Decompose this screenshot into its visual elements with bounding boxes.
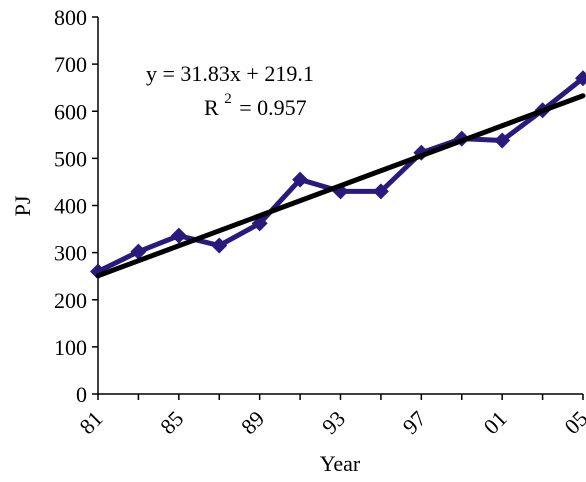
data-point-marker [494, 132, 511, 149]
x-axis: 81 85 89 93 97 01 05 [74, 393, 586, 439]
x-tick-label: 05 [559, 406, 586, 439]
x-tick-label: 85 [155, 406, 188, 439]
y-tick-label: 700 [54, 52, 87, 77]
r-squared-label: R 2 = 0.957 [204, 83, 307, 120]
y-tick-label: 100 [54, 335, 87, 360]
r-squared-value: = 0.957 [239, 95, 306, 120]
y-tick-label: 500 [54, 146, 87, 171]
y-tick-label: 400 [54, 194, 87, 219]
trend-equation-annotation: y = 31.83x + 219.1 R 2 = 0.957 [146, 61, 314, 120]
x-tick-label: 01 [478, 406, 511, 439]
data-point-marker [130, 243, 147, 260]
r-squared-exponent: 2 [224, 91, 232, 107]
data-point-marker [170, 227, 187, 244]
y-axis-title: PJ [10, 195, 35, 216]
trend-line [95, 93, 586, 279]
x-tick-label: 93 [317, 406, 350, 439]
data-point-marker [292, 171, 309, 188]
r-squared-symbol: R [204, 95, 219, 120]
x-axis-title: Year [320, 451, 361, 476]
data-point-marker [575, 70, 586, 87]
y-tick-label: 0 [76, 382, 87, 407]
x-tick-label: 97 [398, 406, 431, 439]
plot-area [90, 70, 586, 280]
data-point-marker [372, 183, 389, 200]
y-tick-label: 300 [54, 241, 87, 266]
y-tick-label: 600 [54, 99, 87, 124]
y-axis: 0 100 200 300 400 500 600 700 800 [54, 5, 99, 407]
series-line [96, 76, 585, 274]
y-tick-label: 200 [54, 288, 87, 313]
trend-equation: y = 31.83x + 219.1 [146, 61, 314, 86]
x-tick-label: 81 [74, 406, 107, 439]
y-tick-group: 0 100 200 300 400 500 600 700 800 [54, 5, 98, 407]
data-point-marker [211, 237, 228, 254]
x-tick-group: 81 85 89 93 97 01 05 [74, 394, 586, 439]
y-tick-label: 800 [54, 5, 87, 30]
x-tick-label: 89 [236, 406, 269, 439]
